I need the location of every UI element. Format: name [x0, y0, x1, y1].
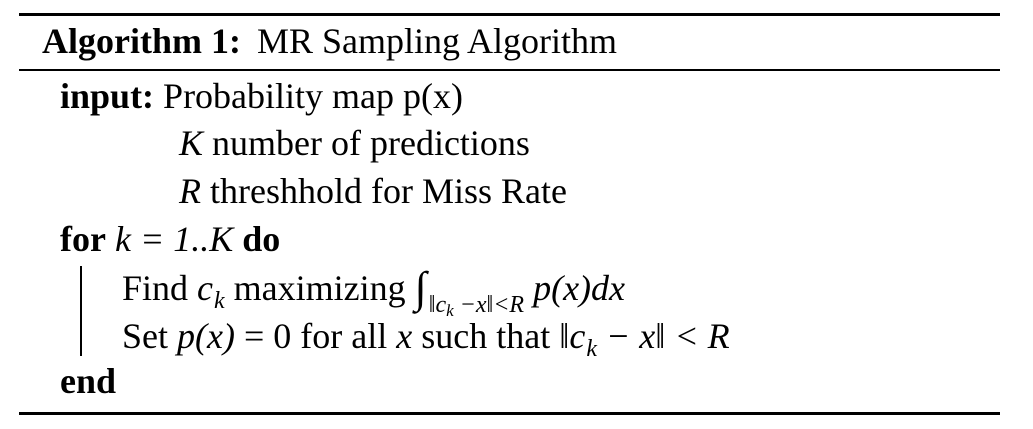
input-k-line: K number of predictions [179, 123, 530, 163]
top-rule [19, 13, 1000, 16]
step-set-line: Set p(x) = 0 for all x such that ‖ck − x… [122, 316, 730, 362]
end-line: end [60, 361, 116, 401]
step2-var: x [396, 316, 413, 356]
do-keyword: do [242, 219, 281, 259]
step2-r: R [707, 316, 730, 356]
step1-mid: maximizing [224, 268, 415, 308]
step2-mid: such that [412, 316, 560, 356]
algorithm-label: Algorithm 1: [42, 21, 241, 61]
integral-domain-rest: −x‖<R [453, 292, 525, 318]
step2-norm-rest: − x‖ < [596, 316, 708, 356]
caption-rule [19, 69, 1000, 71]
input-r-text: threshhold for Miss Rate [201, 171, 567, 211]
input-r-line: R threshhold for Miss Rate [179, 171, 567, 211]
input-line: input: Probability map p(x) [60, 76, 463, 116]
step2-expr: p(x) [177, 316, 235, 356]
end-keyword: end [60, 361, 117, 401]
algorithm-title: MR Sampling Algorithm [256, 21, 618, 61]
loop-body-bar [80, 266, 82, 356]
for-keyword: for [60, 219, 106, 259]
input-keyword: input: [60, 76, 155, 116]
integral-symbol: ∫ [414, 263, 427, 312]
step2-eq: = 0 for all [234, 316, 397, 356]
bottom-rule [19, 412, 1000, 415]
loop-range: k = 1..K [114, 219, 234, 259]
step2-norm-open: ‖c [559, 316, 586, 356]
step-find-line: Find ck maximizing ∫‖ck −x‖<R p(x)dx [122, 263, 626, 321]
integral-domain: ‖ck −x‖<R [428, 292, 525, 320]
step2-prefix: Set [122, 316, 178, 356]
algorithm-caption: Algorithm 1: MR Sampling Algorithm [42, 21, 617, 61]
input-k-text: number of predictions [203, 123, 530, 163]
integrand: p(x)dx [524, 268, 626, 308]
step1-prefix: Find [122, 268, 198, 308]
for-line: for k = 1..K do [60, 219, 280, 259]
step1-var-sub: k [214, 288, 225, 314]
input-probability-map: Probability map p(x) [163, 76, 463, 116]
step1-var: c [197, 268, 214, 308]
integral-domain-start: ‖c [428, 292, 447, 318]
integral-domain-sub: k [446, 301, 454, 320]
input-k-symbol: K [179, 123, 204, 163]
step2-norm-sub: k [586, 336, 597, 362]
input-r-symbol: R [179, 171, 201, 211]
